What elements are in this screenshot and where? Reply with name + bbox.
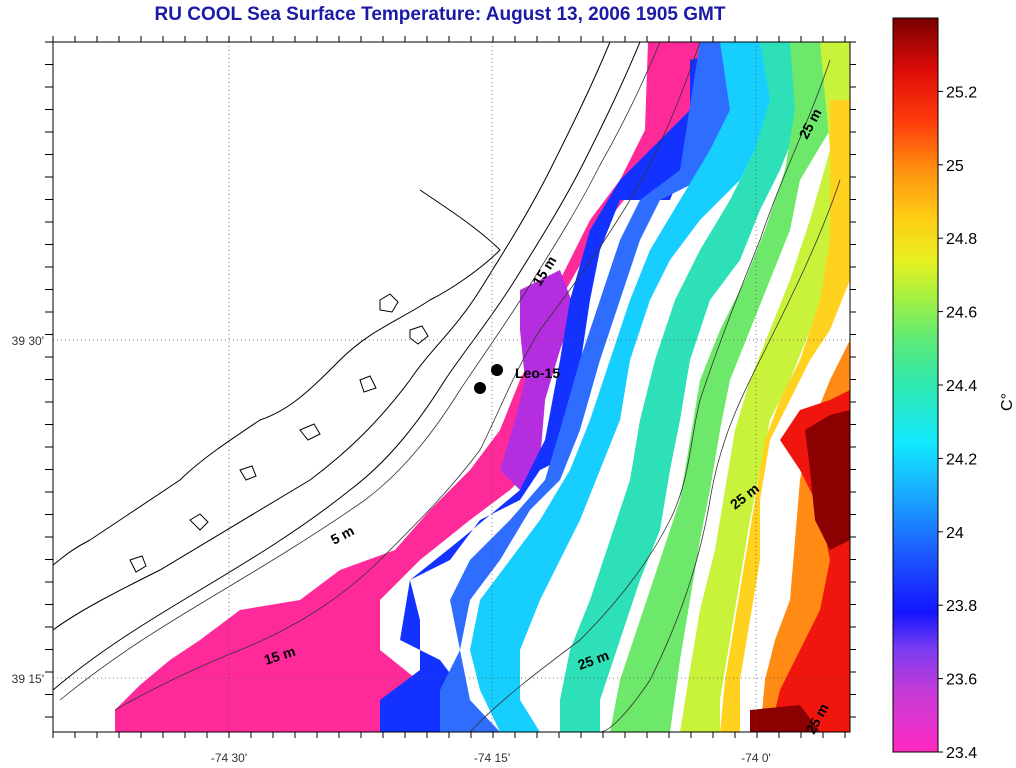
station-marker xyxy=(491,364,503,376)
station-label: Leo-15 xyxy=(515,365,560,381)
contour-5m xyxy=(59,42,661,701)
inner-coast xyxy=(53,42,611,631)
colorbar-tick-label: 24.4 xyxy=(946,378,977,395)
colorbar-tick-label: 24.8 xyxy=(946,231,977,248)
leo15-station: Leo-15 xyxy=(474,364,560,394)
graticule xyxy=(53,42,850,732)
bay-outline xyxy=(53,189,501,566)
sst-band-purple xyxy=(500,270,575,490)
sst-band-darkred-south xyxy=(750,705,820,732)
colorbar-tick-label: 24.2 xyxy=(946,451,977,468)
contour-labels: 5 m 15 m 15 m 25 m 25 m 25 m 25 m xyxy=(262,106,832,737)
lon-tick-label: -74 0' xyxy=(741,751,771,765)
sst-band-yellowgreen xyxy=(680,42,850,732)
colorbar: 25.2 25 24.8 24.6 24.4 24.2 24 23.8 23.6 23.4 C° xyxy=(892,17,1016,762)
colorbar-tick-label: 23.8 xyxy=(946,598,977,615)
sst-band-yellow xyxy=(720,100,850,732)
sst-band-darkred xyxy=(805,410,850,550)
colorbar-tick-label: 25.2 xyxy=(946,84,977,101)
contour-25m-b xyxy=(599,179,841,732)
colorbar-tick-label: 24.6 xyxy=(946,305,977,322)
lat-tick-label: 39 30' xyxy=(12,334,44,348)
lon-tick-label: -74 30' xyxy=(211,751,247,765)
plot-frame xyxy=(52,41,851,733)
contour-25m xyxy=(469,59,831,732)
colorbar-unit: C° xyxy=(999,393,1016,411)
axis-ticks xyxy=(45,36,856,738)
coastline xyxy=(53,42,641,691)
colorbar-ticks: 25.2 25 24.8 24.6 24.4 24.2 24 23.8 23.6 23.4 xyxy=(938,84,977,762)
colorbar-tick-label: 23.6 xyxy=(946,672,977,689)
barrier-coast xyxy=(53,42,641,691)
colorbar-gradient xyxy=(892,17,939,753)
sst-band-cyan xyxy=(470,42,780,732)
sst-band-magenta xyxy=(115,42,700,732)
colorbar-tick-label: 23.4 xyxy=(946,745,977,762)
lat-tick-label: 39 15' xyxy=(12,672,44,686)
colorbar-tick-label: 24 xyxy=(946,525,964,542)
bathymetry-contours xyxy=(59,42,841,732)
sst-field xyxy=(115,42,850,732)
sst-band-midblue xyxy=(440,42,760,732)
colorbar-tick-label: 25 xyxy=(946,158,964,175)
axis-labels: -74 30' -74 15' -74 0' 39 30' 39 15' xyxy=(12,334,771,765)
marsh-islands xyxy=(129,293,429,573)
sst-band-blue xyxy=(380,45,760,732)
station-marker xyxy=(474,382,486,394)
sst-band-teal xyxy=(560,42,800,732)
contour-15m xyxy=(114,42,701,711)
sst-band-green xyxy=(610,42,830,732)
map-title: RU COOL Sea Surface Temperature: August … xyxy=(154,4,726,25)
lon-tick-label: -74 15' xyxy=(474,751,510,765)
